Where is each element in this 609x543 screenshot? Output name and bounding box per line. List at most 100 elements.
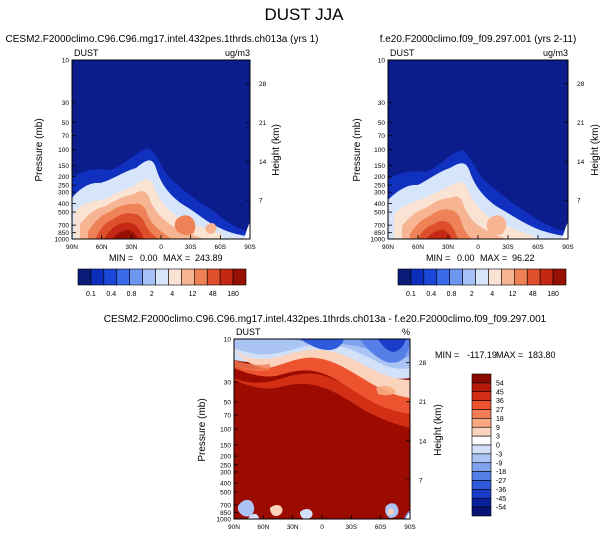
- y-tick-label: 400: [374, 201, 385, 208]
- y-tick-label: 200: [58, 174, 69, 181]
- panel-obs-min-value: 0.00: [457, 253, 475, 263]
- colorbar-swatch: [206, 268, 221, 286]
- colorbar-swatch: [501, 268, 515, 286]
- colorbar-label: 4: [490, 291, 494, 298]
- page-title: DUST JJA: [264, 5, 344, 24]
- colorbar-label: 45: [496, 389, 504, 396]
- colorbar-label: 48: [529, 291, 537, 298]
- x-tick-label: 30S: [185, 244, 197, 251]
- panel-diff-min-label: MIN =: [435, 350, 459, 360]
- y-tick-label: 150: [220, 442, 231, 449]
- x-tick-label: 90N: [382, 244, 394, 251]
- x-tick-label: 60S: [532, 244, 544, 251]
- y-tick-label: 30: [378, 100, 386, 107]
- colorbar-label: -27: [496, 478, 506, 485]
- x-tick-label: 0: [159, 244, 163, 251]
- colorbar-swatch: [219, 268, 234, 286]
- y-tick-label: 30: [62, 100, 70, 107]
- colorbar-swatch: [449, 268, 463, 286]
- colorbar-label: 0.8: [127, 291, 137, 298]
- x-tick-label: 90N: [228, 524, 240, 531]
- colorbar-swatch: [410, 268, 425, 286]
- y2-tick-label: 28: [259, 81, 267, 88]
- panel-model-title: CESM2.F2000climo.C96.C96.mg17.intel.432p…: [6, 34, 319, 45]
- panel-obs-max-value: 96.22: [512, 253, 535, 263]
- colorbar-swatch: [232, 268, 247, 286]
- colorbar-label: 0.4: [426, 291, 436, 298]
- y-tick-label: 400: [220, 481, 231, 488]
- panel-model-variable-label: DUST: [74, 48, 99, 58]
- x-tick-label: 60S: [215, 244, 227, 251]
- y-tick-label: 850: [220, 510, 231, 517]
- panel-diff-title: CESM2.F2000climo.C96.C96.mg17.intel.432p…: [104, 314, 547, 325]
- y-tick-label: 100: [220, 427, 231, 434]
- colorbar-label: 12: [189, 291, 197, 298]
- y-tick-label: 70: [62, 133, 70, 140]
- colorbar-swatch: [423, 268, 438, 286]
- y-tick-label: 700: [220, 503, 231, 510]
- panel-obs-title: f.e20.F2000climo.f09_f09.297.001 (yrs 2-…: [380, 34, 577, 45]
- panel-diff-colorbar: 54 45 36 27 18 9 3 0-3 -9 -18 -27 -36 -45 -54: [471, 373, 506, 517]
- colorbar-label: -18: [496, 469, 506, 476]
- colorbar-swatch: [471, 418, 492, 428]
- colorbar-label: 27: [496, 407, 504, 414]
- colorbar-swatch: [471, 453, 492, 464]
- colorbar-swatch: [471, 480, 492, 490]
- panel-obs-units-label: ug/m3: [543, 48, 568, 58]
- colorbar-swatch: [471, 435, 492, 446]
- colorbar-label: 12: [509, 291, 517, 298]
- colorbar-label: 9: [496, 425, 500, 432]
- y2-tick-label: 14: [419, 438, 427, 445]
- y-tick-label: 100: [374, 147, 385, 154]
- x-tick-label: 30S: [346, 524, 358, 531]
- colorbar-swatch: [471, 382, 492, 393]
- colorbar-swatch: [471, 373, 492, 384]
- y-tick-label: 700: [58, 223, 69, 230]
- colorbar-label: 2: [470, 291, 474, 298]
- y-tick-label: 250: [374, 183, 385, 190]
- colorbar-swatch: [103, 268, 118, 286]
- x-tick-label: 30N: [125, 244, 137, 251]
- colorbar-swatch: [526, 268, 541, 286]
- colorbar-swatch: [168, 268, 182, 286]
- y-tick-label: 50: [378, 120, 386, 127]
- panel-diff-variable-label: DUST: [236, 327, 261, 337]
- colorbar-swatch: [181, 268, 195, 286]
- panel-model-max-value: 243.89: [195, 253, 223, 263]
- y-tick-label: 700: [374, 223, 385, 230]
- y2-tick-label: 7: [577, 198, 581, 205]
- colorbar-label: 0.1: [406, 291, 416, 298]
- y-tick-label: 1000: [217, 517, 232, 524]
- x-tick-label: 30N: [442, 244, 454, 251]
- y-tick-label: 250: [220, 462, 231, 469]
- colorbar-swatch: [462, 268, 476, 286]
- y2-tick-label: 28: [419, 360, 427, 367]
- x-tick-label: 0: [476, 244, 480, 251]
- y-tick-label: 300: [374, 190, 385, 197]
- panel-model-min-label: MIN =: [109, 253, 133, 263]
- panel-model-y2label: Height (km): [271, 124, 282, 176]
- y-tick-label: 1000: [371, 237, 386, 244]
- colorbar-swatch: [155, 268, 169, 286]
- colorbar-label: -9: [496, 460, 502, 467]
- colorbar-swatch: [471, 400, 492, 410]
- y-tick-label: 200: [220, 454, 231, 461]
- y-tick-label: 500: [374, 210, 385, 217]
- colorbar-swatch: [475, 268, 489, 286]
- x-tick-label: 90N: [66, 244, 78, 251]
- colorbar-label: 18: [496, 416, 504, 423]
- colorbar-label: 48: [209, 291, 217, 298]
- panel-model-ylabel: Pressure (mb): [34, 118, 45, 181]
- colorbar-swatch: [471, 391, 492, 401]
- x-tick-label: 90S: [562, 244, 574, 251]
- colorbar-swatch: [514, 268, 528, 286]
- colorbar-swatch: [129, 268, 143, 286]
- colorbar-swatch: [471, 471, 492, 481]
- y2-tick-label: 21: [419, 399, 427, 406]
- colorbar-label: 180: [227, 291, 239, 298]
- y-tick-label: 200: [374, 174, 385, 181]
- colorbar-swatch: [116, 268, 130, 286]
- panel-obs-axes: 1030507010015020025030040050070085010002…: [371, 58, 585, 252]
- y-tick-label: 30: [224, 379, 232, 386]
- colorbar-label: 2: [150, 291, 154, 298]
